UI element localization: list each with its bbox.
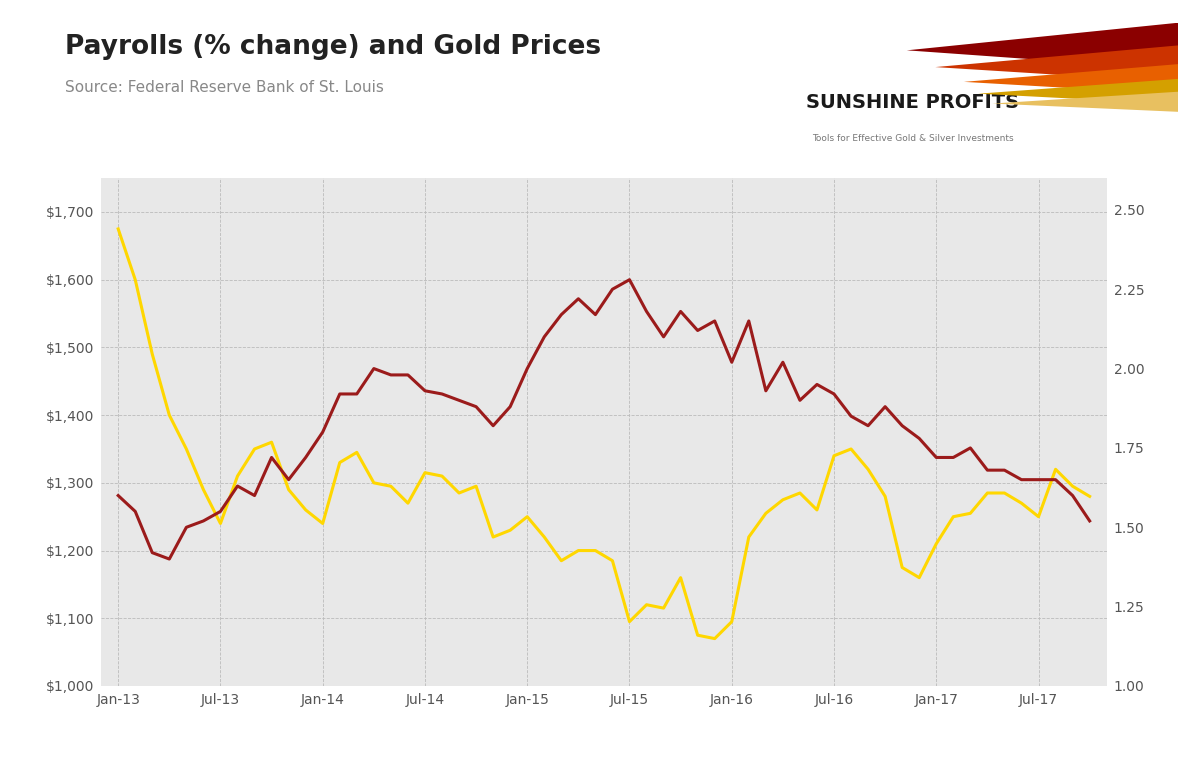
- Text: Source: Federal Reserve Bank of St. Louis: Source: Federal Reserve Bank of St. Loui…: [65, 80, 384, 95]
- Polygon shape: [964, 64, 1178, 94]
- Polygon shape: [907, 23, 1178, 70]
- Text: Tools for Effective Gold & Silver Investments: Tools for Effective Gold & Silver Invest…: [812, 134, 1014, 143]
- Text: SUNSHINE PROFITS: SUNSHINE PROFITS: [806, 93, 1019, 112]
- Text: Payrolls (% change) and Gold Prices: Payrolls (% change) and Gold Prices: [65, 34, 602, 60]
- Polygon shape: [978, 79, 1178, 104]
- Polygon shape: [935, 45, 1178, 83]
- Polygon shape: [992, 92, 1178, 112]
